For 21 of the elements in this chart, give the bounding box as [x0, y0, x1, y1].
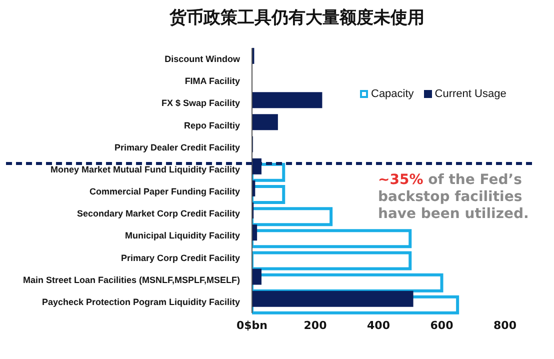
- x-tick-label: 400: [367, 318, 390, 332]
- y-tick-label: FX $ Swap Facility: [161, 98, 240, 108]
- chart-title: 货币政策工具仍有大量额度未使用: [168, 7, 426, 29]
- x-tick-label: 800: [494, 318, 517, 332]
- y-tick-label: Primary Dealer Credit Facility: [114, 142, 240, 152]
- y-tick-label: FIMA Facility: [184, 76, 240, 86]
- y-tick-label: Repo Faciltiy: [184, 120, 240, 130]
- y-tick-label: Primary Corp Credit Facility: [120, 252, 240, 263]
- y-tick-label: Municipal Liquidity Facility: [124, 230, 240, 241]
- x-tick-label: 0$bn: [236, 318, 268, 332]
- y-tick-label: Main Street Loan Facilities (MSNLF,MSPLF,MSELF): [22, 274, 240, 285]
- y-tick-label: Money Market Mutual Fund Liquidity Facility: [50, 164, 240, 174]
- legend-label: Capacity: [371, 88, 414, 100]
- x-tick-label: 600: [430, 318, 454, 332]
- annotation: ~35% of the Fed’s backstop facilities have been utilized.: [378, 172, 530, 223]
- y-tick-label: Paycheck Protection Pogram Liquidity Facility: [42, 296, 240, 307]
- x-tick-label: 200: [304, 318, 328, 332]
- y-tick-label: Discount Window: [164, 54, 241, 64]
- legend-label: Current Usage: [434, 88, 506, 100]
- y-tick-label: Secondary Market Corp Credit Facility: [76, 208, 240, 219]
- y-tick-label: Commercial Paper Funding Facility: [89, 186, 240, 197]
